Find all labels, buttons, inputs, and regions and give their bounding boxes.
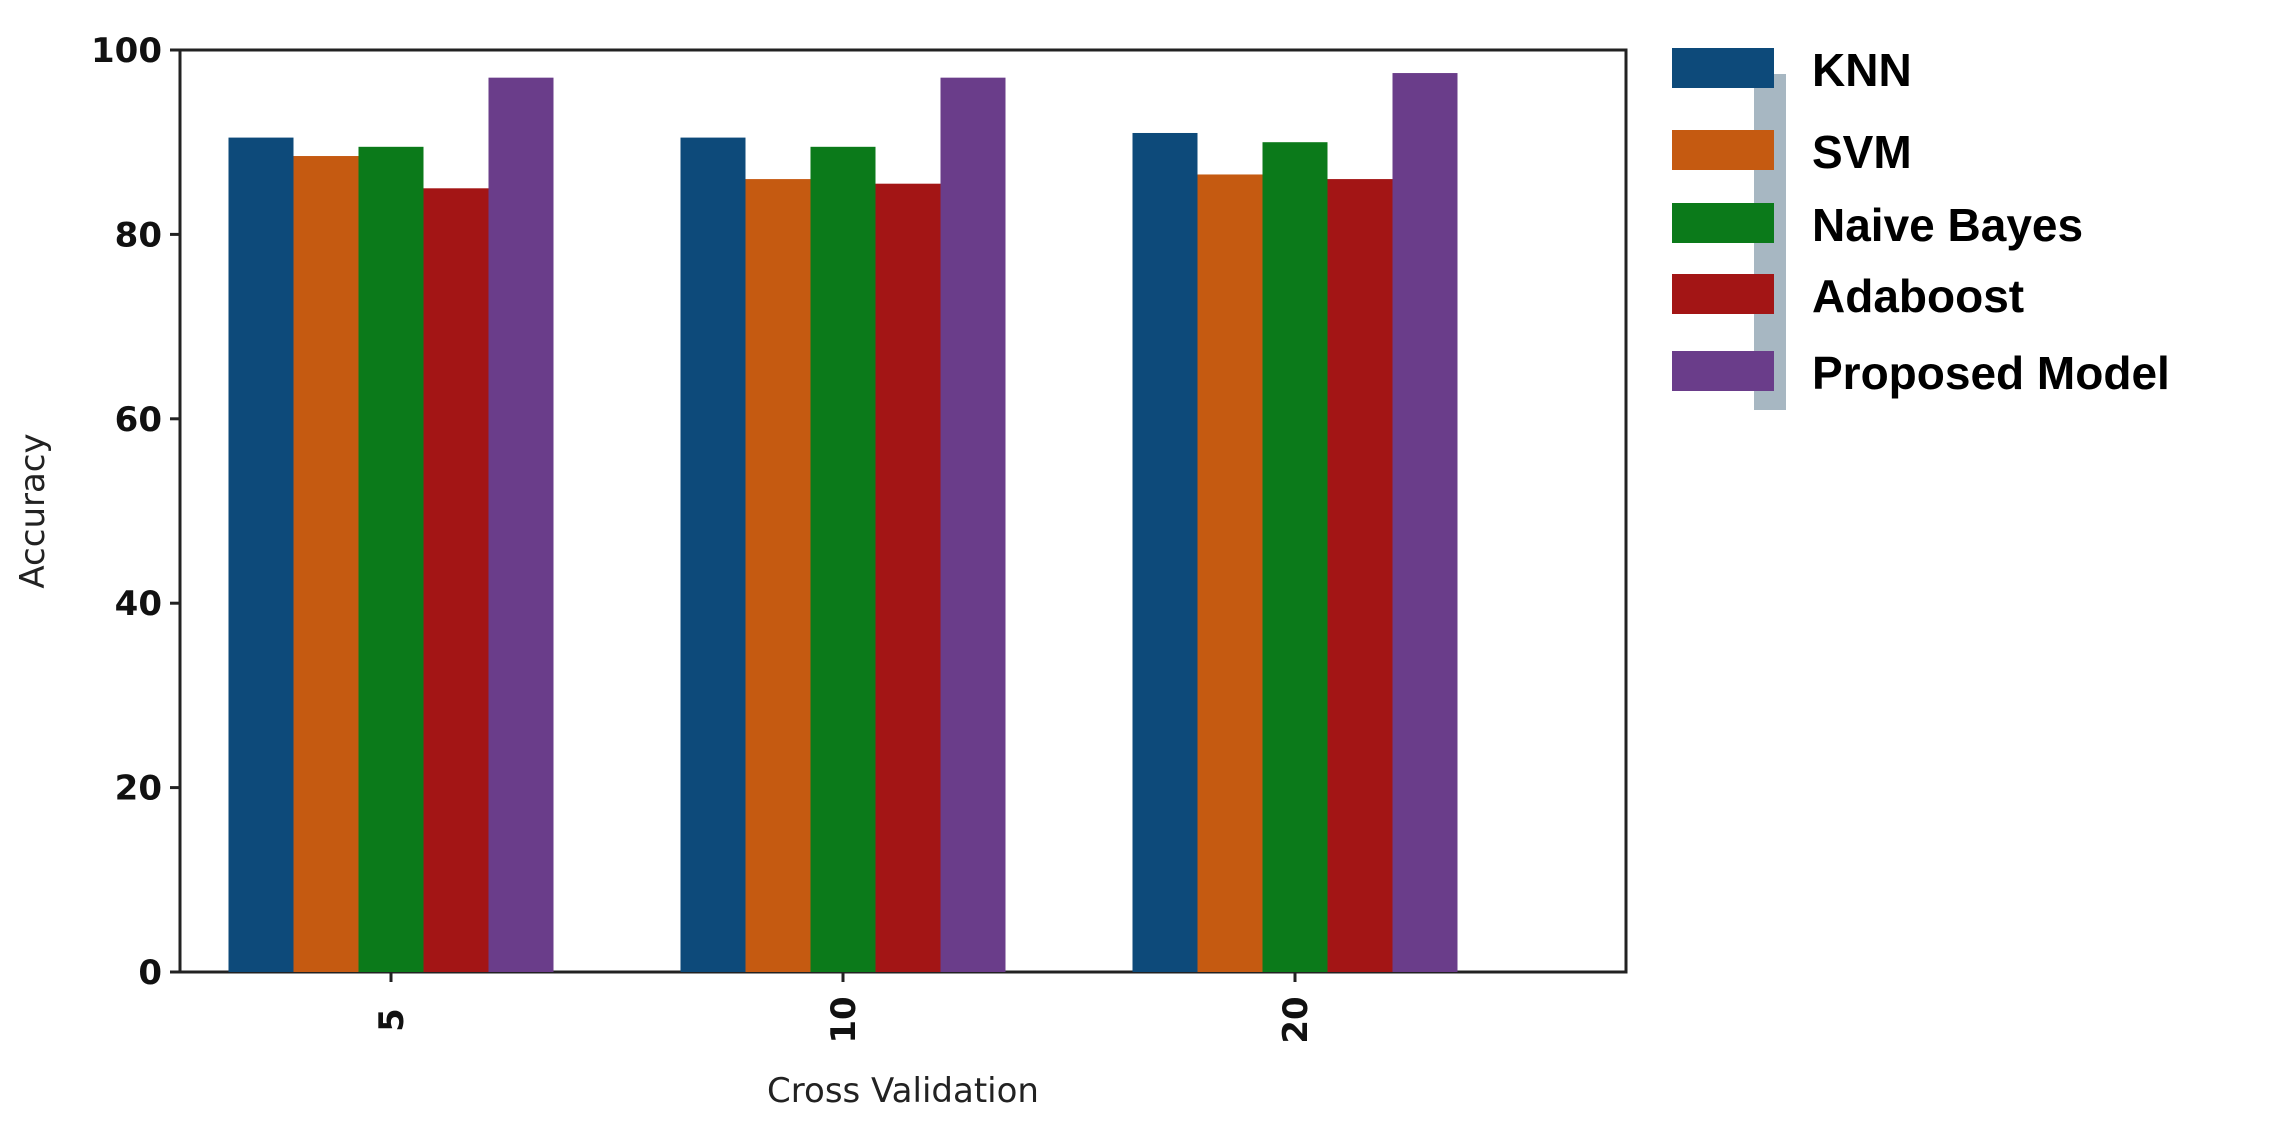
y-tick-label: 20 <box>115 769 162 809</box>
y-tick-label: 0 <box>138 953 162 993</box>
bar-proposed-model-10 <box>940 77 1006 972</box>
bar-knn-10 <box>680 137 746 973</box>
legend-swatch-proposed-model <box>1672 351 1774 391</box>
legend-swatch-adaboost <box>1672 274 1774 314</box>
legend-label-proposed-model: Proposed Model <box>1812 347 2170 399</box>
y-tick-label: 80 <box>115 215 162 255</box>
bar-adaboost-10 <box>875 183 941 972</box>
y-tick-label: 40 <box>115 584 162 624</box>
bar-naive-bayes-5 <box>358 146 424 972</box>
bar-adaboost-20 <box>1327 179 1393 972</box>
bar-svm-10 <box>745 179 811 972</box>
bar-svm-5 <box>293 156 359 972</box>
y-axis-ticks: 0 20 40 60 80 100 <box>91 31 180 993</box>
x-tick-label: 10 <box>824 996 864 1043</box>
bar-proposed-model-20 <box>1392 73 1458 973</box>
y-axis-label: Accuracy <box>13 433 53 588</box>
bars-group <box>228 73 1458 973</box>
y-tick-label: 100 <box>91 31 162 71</box>
bar-svm-20 <box>1197 174 1263 973</box>
legend-swatch-knn <box>1672 48 1774 88</box>
legend-swatch-naive-bayes <box>1672 203 1774 243</box>
x-tick-label: 5 <box>372 1008 412 1032</box>
legend: KNN SVM Naive Bayes Adaboost Proposed Model <box>1672 44 2170 399</box>
legend-label-adaboost: Adaboost <box>1812 270 2024 322</box>
bar-naive-bayes-20 <box>1262 142 1328 972</box>
legend-swatch-svm <box>1672 130 1774 170</box>
legend-label-naive-bayes: Naive Bayes <box>1812 199 2083 251</box>
bar-knn-20 <box>1132 132 1198 973</box>
y-tick-label: 60 <box>115 400 162 440</box>
x-tick-label: 20 <box>1276 996 1316 1043</box>
legend-label-knn: KNN <box>1812 44 1912 96</box>
bar-adaboost-5 <box>423 188 489 973</box>
bar-knn-5 <box>228 137 294 973</box>
x-axis-ticks: 5 10 20 <box>372 972 1316 1044</box>
legend-label-svm: SVM <box>1812 126 1912 178</box>
bar-proposed-model-5 <box>488 77 554 972</box>
bar-naive-bayes-10 <box>810 146 876 972</box>
x-axis-label: Cross Validation <box>767 1071 1039 1111</box>
